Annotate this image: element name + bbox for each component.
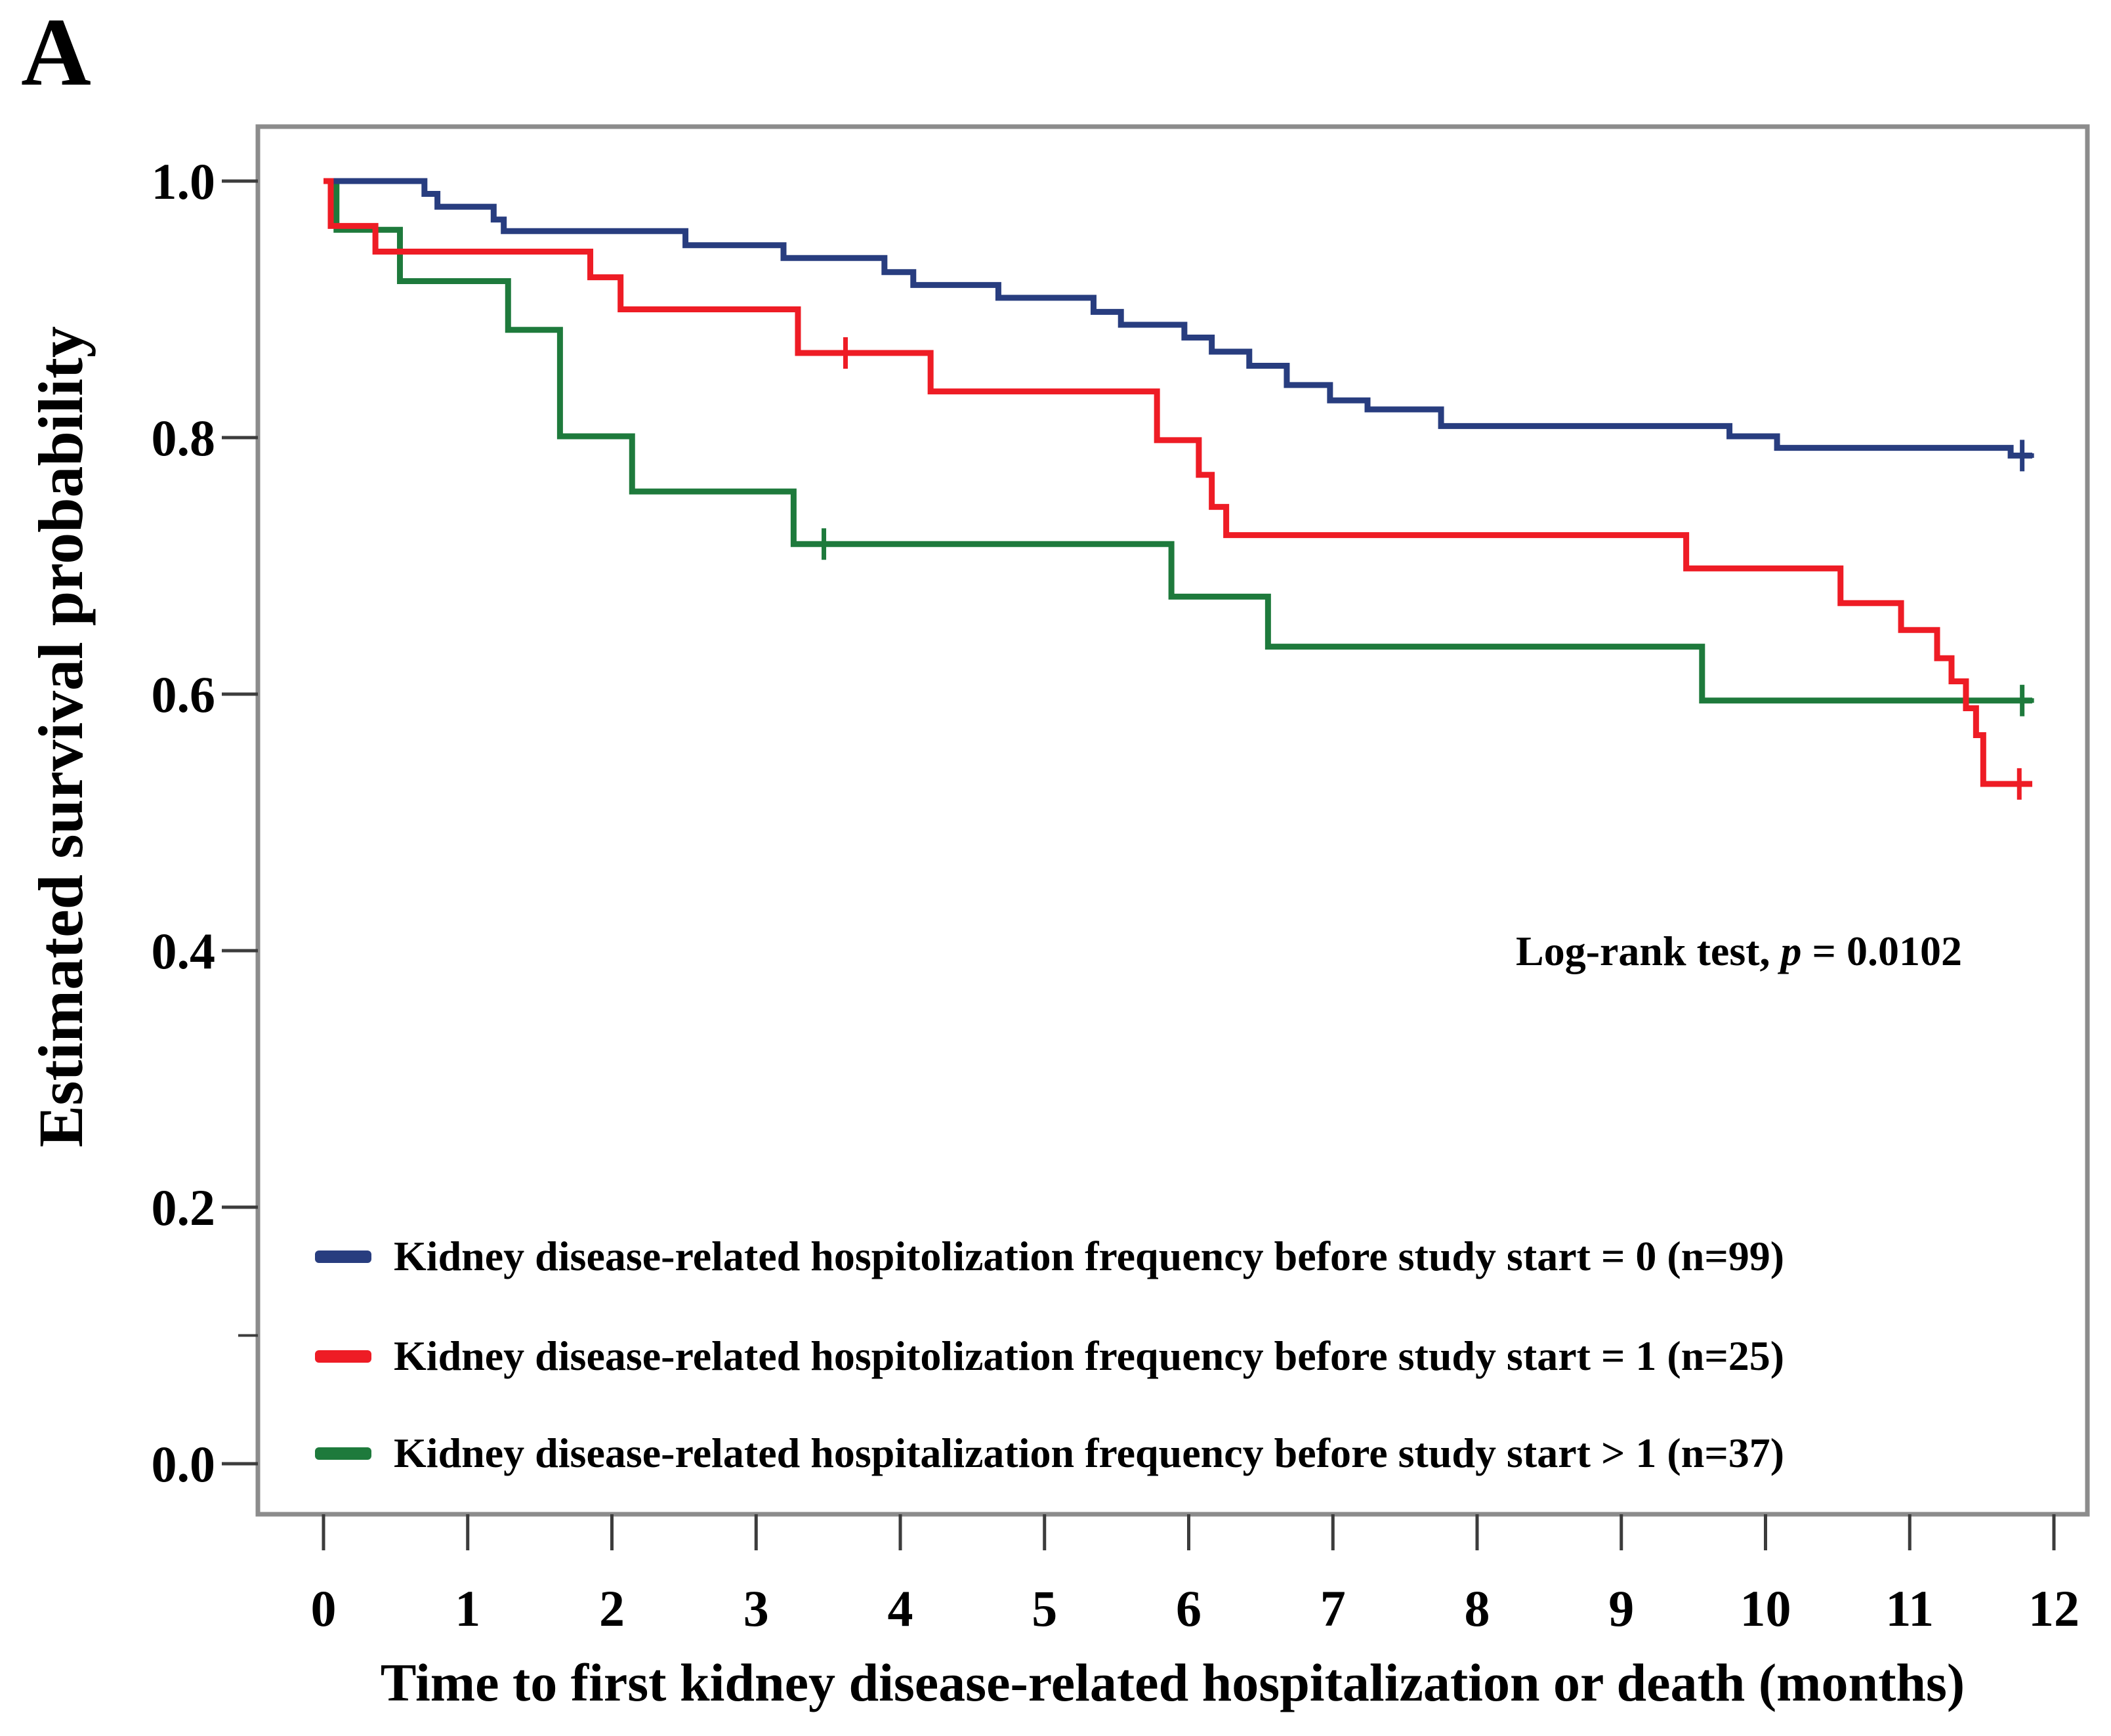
- censor-mark-1: [833, 337, 858, 369]
- x-tick-label: 0: [311, 1580, 337, 1637]
- x-tick-label: 12: [2028, 1580, 2080, 1637]
- censor-mark-1: [2007, 768, 2032, 800]
- legend-label: Kidney disease-related hospitolization f…: [394, 1333, 1785, 1379]
- x-tick-label: 1: [455, 1580, 480, 1637]
- censor-mark-2: [2010, 684, 2034, 716]
- legend-swatch-green: [315, 1447, 371, 1460]
- y-axis-title: Estimated survival probability: [26, 326, 96, 1147]
- legend-label: Kidney disease-related hospitalization f…: [394, 1430, 1785, 1476]
- logrank-text-prefix: Log-rank test,: [1516, 928, 1781, 974]
- x-tick-label: 11: [1885, 1580, 1934, 1637]
- y-tick-label: 0.6: [152, 666, 216, 723]
- y-tick-label: 0.4: [152, 922, 216, 980]
- x-tick-label: 7: [1320, 1580, 1346, 1637]
- x-tick-label: 3: [743, 1580, 769, 1637]
- panel-letter: A: [21, 0, 91, 106]
- legend-label: Kidney disease-related hospitolization f…: [394, 1233, 1785, 1279]
- x-tick-label: 8: [1465, 1580, 1490, 1637]
- legend-swatch-red: [315, 1350, 371, 1363]
- x-axis-title: Time to first kidney disease-related hos…: [380, 1653, 1965, 1712]
- censor-mark-2: [812, 528, 836, 560]
- y-tick-label: 0.8: [152, 409, 216, 466]
- x-tick-label: 9: [1608, 1580, 1634, 1637]
- x-tick-label: 2: [599, 1580, 625, 1637]
- y-tick-label: 1.0: [152, 153, 216, 210]
- x-tick-label: 5: [1032, 1580, 1057, 1637]
- plot-frame: [255, 124, 2090, 1517]
- y-tick-label: 0.2: [152, 1179, 216, 1236]
- logrank-text-suffix: = 0.0102: [1801, 928, 1962, 974]
- logrank-p-symbol: p: [1780, 928, 1802, 974]
- x-tick-label: 6: [1176, 1580, 1202, 1637]
- x-tick-label: 10: [1740, 1580, 1791, 1637]
- survival-curve-0: [324, 178, 2033, 459]
- legend-swatch-blue: [315, 1250, 371, 1263]
- y-tick-label: 0.0: [152, 1436, 216, 1493]
- censor-mark-0: [2010, 440, 2034, 472]
- survival-curve-2: [324, 178, 2033, 704]
- logrank-annotation: Log-rank test, p = 0.0102: [1516, 924, 1962, 978]
- x-tick-label: 4: [888, 1580, 913, 1637]
- survival-curve-1: [324, 178, 2033, 787]
